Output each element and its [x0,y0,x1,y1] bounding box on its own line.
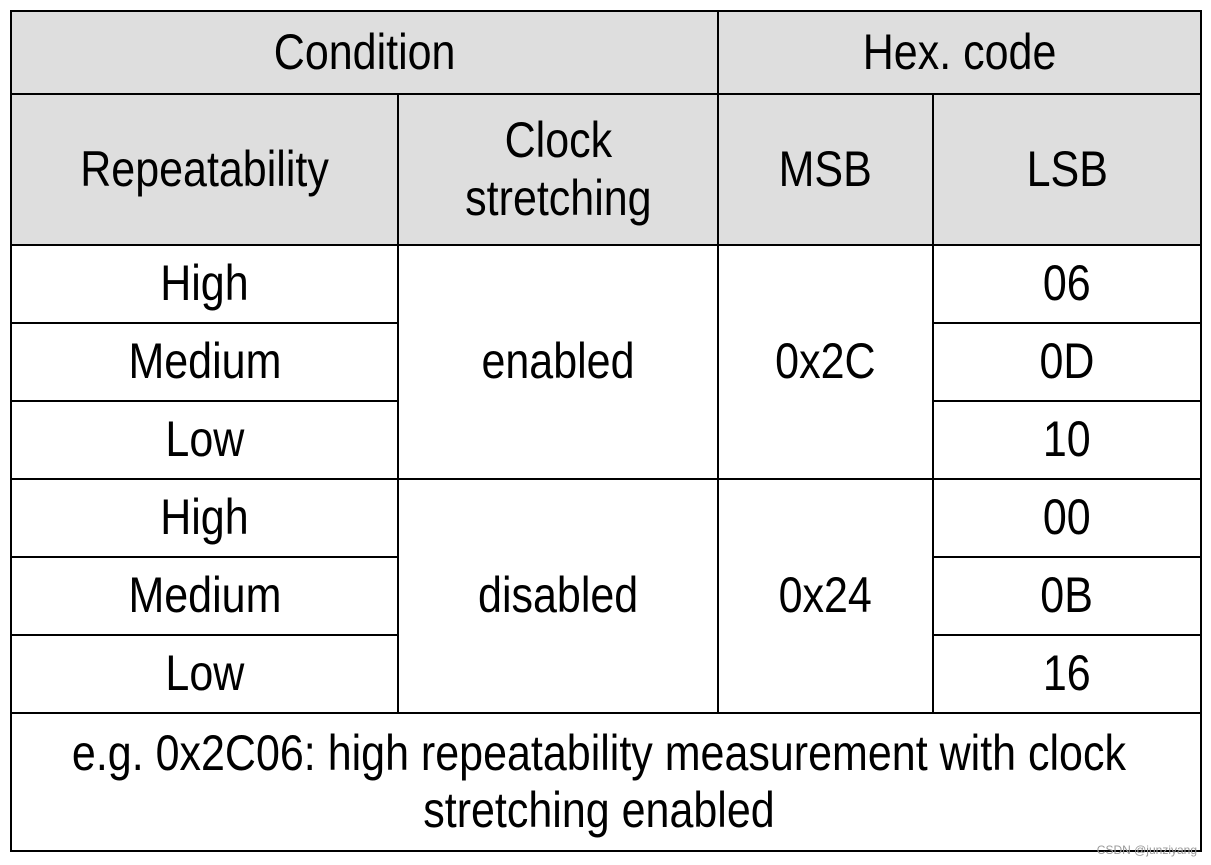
example-note: e.g. 0x2C06: high repeatability measurem… [9,712,1203,852]
header-row-sub: Repeatability Clock stretching MSB LSB [10,93,1203,246]
header-row-top: Condition Hex. code [9,10,1203,95]
table-row: Low 16 [10,634,1203,714]
table-row: High disabled 0x24 00 [10,478,1203,714]
header-lsb: LSB [932,93,1203,246]
clock-stretching-cell: disabled [396,478,720,714]
lsb-cell: 16 [932,634,1203,714]
repeatability-cell: Low [10,400,399,480]
table-row: Medium 0B [10,556,1203,636]
table-row: Medium 0D [10,322,1203,402]
lsb-cell: 00 [932,478,1203,558]
msb-cell: 0x24 [717,478,935,714]
lsb-cell: 0B [932,556,1203,636]
table-row: Low 10 [10,400,1203,480]
header-msb: MSB [717,93,935,246]
lsb-cell: 0D [932,322,1203,402]
measurement-command-table: Condition Hex. code Repeatability Clock s… [9,10,1203,852]
header-clock-stretching: Clock stretching [396,93,720,246]
repeatability-cell: High [10,478,399,558]
repeatability-cell: Medium [10,322,399,402]
watermark: CSDN @junziyang [1096,843,1197,857]
header-condition: Condition [9,10,720,95]
clock-stretching-cell: enabled [396,244,720,480]
note-row: e.g. 0x2C06: high repeatability measurem… [9,712,1203,852]
repeatability-cell: Medium [10,556,399,636]
repeatability-cell: Low [10,634,399,714]
lsb-cell: 10 [932,400,1203,480]
repeatability-cell: High [10,244,399,324]
table-row: High enabled 0x2C 06 [10,244,1203,480]
lsb-cell: 06 [932,244,1203,324]
header-repeatability: Repeatability [10,93,399,246]
header-hex-code: Hex. code [717,10,1203,95]
msb-cell: 0x2C [717,244,935,480]
